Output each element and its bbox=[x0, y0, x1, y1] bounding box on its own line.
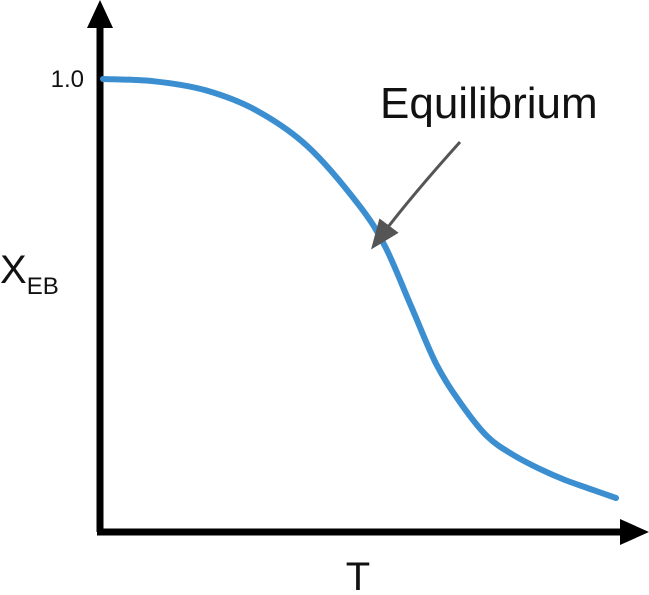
equilibrium-curve bbox=[100, 76, 619, 501]
x-axis-title: T bbox=[346, 555, 370, 595]
y-axis-arrowhead bbox=[87, 0, 113, 28]
x-axis-arrowhead bbox=[620, 519, 649, 545]
y-axis-title-main: X bbox=[0, 248, 27, 292]
annotation-arrow bbox=[371, 140, 462, 250]
y-tick-label: 1.0 bbox=[51, 66, 84, 93]
y-axis-title-subscript: EB bbox=[27, 273, 59, 300]
equilibrium-annotation: Equilibrium bbox=[380, 79, 598, 128]
y-axis-title: XEB bbox=[0, 248, 59, 300]
axes bbox=[87, 0, 649, 545]
